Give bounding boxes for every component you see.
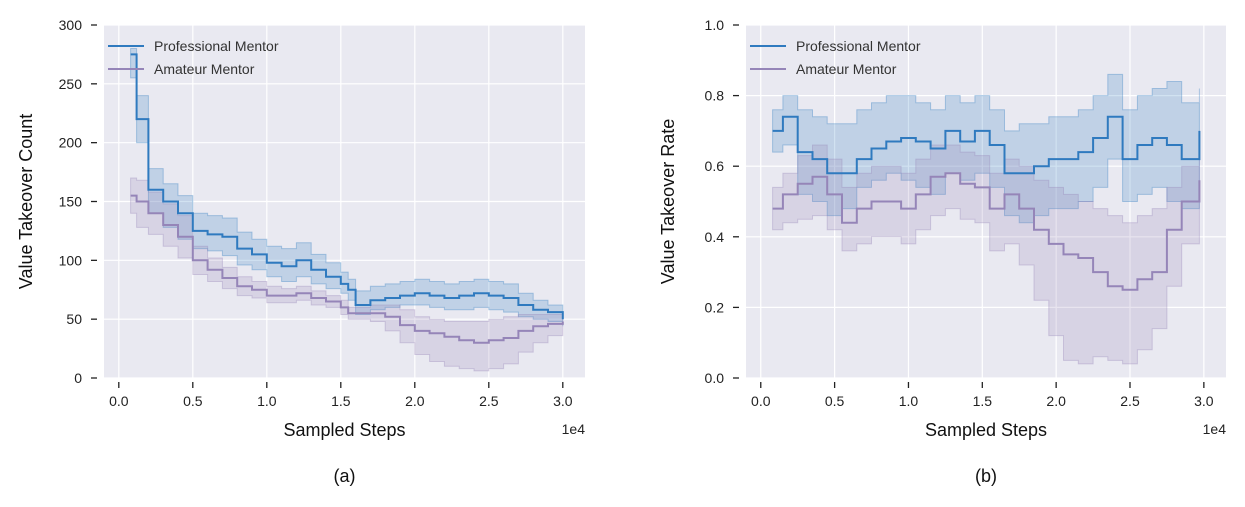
x-tick-label: 2.0 [1046,393,1066,409]
caption-b: (b) [975,466,997,486]
grid-a [104,24,585,379]
grid-b [746,24,1226,379]
series-b [772,73,1201,365]
y-tick-label: 200 [59,135,83,151]
x-tick-label: 0.5 [825,393,845,409]
x-tick-label: 1.0 [257,393,277,409]
x-tick-label: 3.0 [1194,393,1214,409]
ticks-b: 0.0 0.5 1.0 1.5 2.0 2.5 3.0 0.0 0.2 0.4 0.6 0.8 1.0 [705,17,1214,409]
x-multiplier-b: 1e4 [1203,421,1227,437]
y-tick-label: 0.8 [705,88,725,104]
series-band-amateur [772,144,1200,365]
series-line-amateur [130,194,564,344]
x-tick-label: 1.0 [899,393,919,409]
x-axis-label-a: Sampled Steps [283,420,405,440]
x-axis-label-b: Sampled Steps [925,420,1047,440]
x-tick-label: 0.5 [183,393,203,409]
legend-label-amateur: Amateur Mentor [154,61,255,77]
x-tick-label: 2.5 [1120,393,1140,409]
series-band-professional [772,73,1200,224]
x-tick-label: 1.5 [331,393,351,409]
y-tick-label: 100 [59,252,83,268]
y-tick-label: 0 [74,370,82,386]
y-tick-label: 1.0 [705,17,725,33]
series-band-amateur [130,177,564,372]
y-tick-label: 150 [59,194,83,210]
legend-label-professional: Professional Mentor [154,38,279,54]
caption-a: (a) [334,466,356,486]
y-tick-label: 250 [59,76,83,92]
y-tick-label: 50 [66,311,82,327]
legend-a: Professional Mentor Amateur Mentor [108,38,279,77]
chart-panel-b: 0.0 0.5 1.0 1.5 2.0 2.5 3.00.00.20.40.60.81.0 … [658,17,1226,486]
x-tick-label: 2.5 [479,393,499,409]
y-axis-label-a: Value Takeover Count [16,114,36,289]
x-tick-label: 0.0 [751,393,771,409]
chart-panel-a: 0.0 0.5 1.0 1.5 2.0 2.5 3.0050100150200250300 … [16,17,585,486]
series-a [130,48,564,372]
legend-label-amateur: Amateur Mentor [796,61,897,77]
y-tick-label: 300 [59,17,83,33]
series-line-professional [130,53,564,320]
y-tick-label: 0.6 [705,158,725,174]
y-tick-label: 0.0 [705,370,725,386]
x-tick-label: 2.0 [405,393,425,409]
ticks-a: 0.0 0.5 1.0 1.5 2.0 2.5 3.0 0 50 100 150 200 250 300 [59,17,573,409]
legend-label-professional: Professional Mentor [796,38,921,54]
x-tick-label: 0.0 [109,393,129,409]
x-multiplier-a: 1e4 [562,421,586,437]
plot-area-b [746,25,1226,378]
y-tick-label: 0.2 [705,299,725,315]
y-axis-label-b: Value Takeover Rate [658,119,678,284]
x-tick-label: 3.0 [553,393,573,409]
y-tick-label: 0.4 [705,229,725,245]
series-line-amateur [772,172,1201,291]
series-line-professional [772,115,1201,175]
x-tick-label: 1.5 [973,393,993,409]
legend-b: Professional Mentor Amateur Mentor [750,38,921,77]
